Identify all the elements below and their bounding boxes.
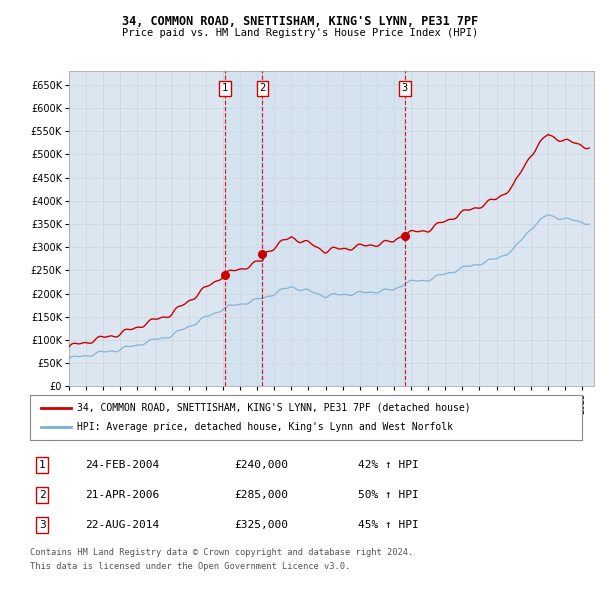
Text: 22-AUG-2014: 22-AUG-2014: [85, 520, 160, 530]
Text: HPI: Average price, detached house, King's Lynn and West Norfolk: HPI: Average price, detached house, King…: [77, 422, 453, 432]
Text: 1: 1: [39, 460, 46, 470]
Text: Price paid vs. HM Land Registry's House Price Index (HPI): Price paid vs. HM Land Registry's House …: [122, 28, 478, 38]
Text: £285,000: £285,000: [234, 490, 288, 500]
Text: 1: 1: [222, 83, 228, 93]
Text: 2: 2: [39, 490, 46, 500]
Bar: [262, 71, 405, 386]
Text: 3: 3: [39, 520, 46, 530]
Text: 24-FEB-2004: 24-FEB-2004: [85, 460, 160, 470]
Text: £240,000: £240,000: [234, 460, 288, 470]
Bar: [225, 71, 262, 386]
Text: 45% ↑ HPI: 45% ↑ HPI: [358, 520, 419, 530]
Text: Contains HM Land Registry data © Crown copyright and database right 2024.: Contains HM Land Registry data © Crown c…: [30, 548, 413, 556]
Text: 34, COMMON ROAD, SNETTISHAM, KING'S LYNN, PE31 7PF (detached house): 34, COMMON ROAD, SNETTISHAM, KING'S LYNN…: [77, 403, 470, 412]
Text: 2: 2: [259, 83, 265, 93]
Text: This data is licensed under the Open Government Licence v3.0.: This data is licensed under the Open Gov…: [30, 562, 350, 571]
Text: 34, COMMON ROAD, SNETTISHAM, KING'S LYNN, PE31 7PF: 34, COMMON ROAD, SNETTISHAM, KING'S LYNN…: [122, 15, 478, 28]
Text: 3: 3: [402, 83, 408, 93]
Text: 50% ↑ HPI: 50% ↑ HPI: [358, 490, 419, 500]
Text: £325,000: £325,000: [234, 520, 288, 530]
Text: 42% ↑ HPI: 42% ↑ HPI: [358, 460, 419, 470]
Text: 21-APR-2006: 21-APR-2006: [85, 490, 160, 500]
